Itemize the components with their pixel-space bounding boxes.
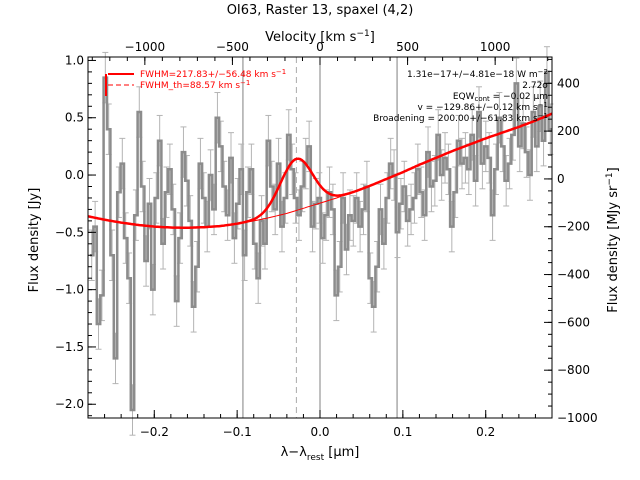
y-tick-label: 1.0 xyxy=(65,53,84,67)
fit-annotation-2: EQWcont = −0.02 μm xyxy=(453,92,548,103)
y-right-tick-label: −400 xyxy=(557,268,590,282)
y-right-tick-label: −600 xyxy=(557,315,590,329)
fit-annotation-4: Broadening = 200.00+/−61.83 km s−1 xyxy=(373,112,548,124)
y-right-tick-label: −1000 xyxy=(557,411,598,425)
fit-annotation-1: 2.72σ xyxy=(522,81,548,91)
y-right-tick-label: 0 xyxy=(557,172,565,186)
fit-annotation-0: 1.31e−17+/−4.81e−18 W m−2 xyxy=(407,68,548,80)
y-right-tick-label: 200 xyxy=(557,124,580,138)
y-tick-label: −1.0 xyxy=(55,283,84,297)
top-tick-label: 500 xyxy=(396,40,419,54)
x-tick-label: −0.2 xyxy=(140,425,169,439)
data-histogram xyxy=(90,70,552,412)
total-fit-line xyxy=(87,112,553,230)
x-tick-label: −0.1 xyxy=(223,425,252,439)
x-tick-label: 0.2 xyxy=(476,425,495,439)
legend-label-1: FWHM_th=88.57 km s−1 xyxy=(140,79,250,91)
y-tick-label: −1.5 xyxy=(55,340,84,354)
y-tick-label: −2.0 xyxy=(55,397,84,411)
y-right-tick-label: 400 xyxy=(557,76,580,90)
y-tick-label: 0.0 xyxy=(65,168,84,182)
fit-annotation-3: v = −129.86+/−0.12 km s−1 xyxy=(418,101,549,113)
x-tick-label: 0.0 xyxy=(310,425,329,439)
legend-label-0: FWHM=217.83+/−56.48 km s−1 xyxy=(140,68,286,80)
x-axis-title: λ−λrest [μm] xyxy=(281,445,360,463)
top-tick-label: 1000 xyxy=(480,40,511,54)
top-axis-title: Velocity [km s−1] xyxy=(265,29,375,45)
y-tick-label: −0.5 xyxy=(55,225,84,239)
top-tick-label: −1000 xyxy=(125,40,166,54)
y-axis-left-title: Flux density [Jy] xyxy=(27,188,42,293)
y-right-tick-label: −200 xyxy=(557,220,590,234)
y-tick-label: 0.5 xyxy=(65,111,84,125)
top-tick-label: 0 xyxy=(316,40,324,54)
x-tick-label: 0.1 xyxy=(393,425,412,439)
top-tick-label: −500 xyxy=(216,40,249,54)
y-right-tick-label: −800 xyxy=(557,363,590,377)
y-axis-right-title: Flux density [MJy sr−1] xyxy=(605,167,621,312)
chart-layer: −0.2 −0.1 0.0 0.1 0.2 −1000 −500 0 500 1000 −2.0 −1… xyxy=(55,40,598,439)
chart-title: OI63, Raster 13, spaxel (4,2) xyxy=(227,3,414,18)
